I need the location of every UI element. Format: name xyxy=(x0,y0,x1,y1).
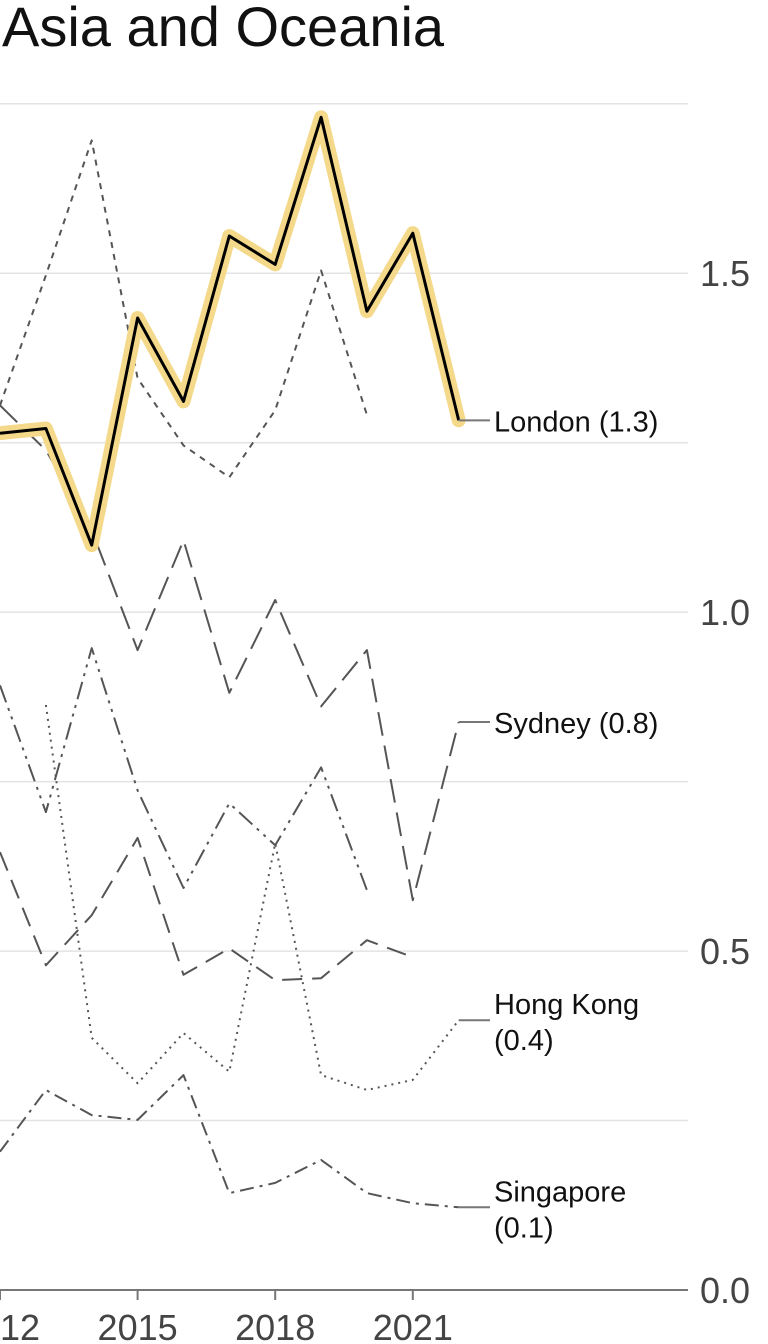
series-label: (0.1) xyxy=(494,1212,554,1244)
series-line xyxy=(44,704,460,1091)
chart-title: Asia and Oceania xyxy=(2,0,445,58)
y-tick-label: 0.5 xyxy=(700,931,750,972)
series-label: (0.4) xyxy=(494,1025,554,1057)
series-label: London (1.3) xyxy=(494,406,658,438)
y-tick-label: 1.5 xyxy=(700,253,750,294)
line-highlight xyxy=(0,110,466,553)
series-label: Singapore xyxy=(494,1176,626,1208)
series-line xyxy=(0,836,414,982)
series-label: Sydney (0.8) xyxy=(494,708,658,740)
y-tick-label: 1.0 xyxy=(700,592,750,633)
y-tick-label: 0.0 xyxy=(700,1270,750,1311)
x-tick-label: 2021 xyxy=(373,1307,453,1344)
x-tick-label: 2012 xyxy=(0,1307,40,1344)
series-line xyxy=(0,647,368,891)
series-line xyxy=(0,1074,459,1209)
x-tick-label: 2015 xyxy=(98,1307,178,1344)
x-tick-label: 2018 xyxy=(235,1307,315,1344)
series-label: Hong Kong xyxy=(494,989,639,1021)
series-line xyxy=(0,115,461,547)
series-line xyxy=(0,139,368,479)
